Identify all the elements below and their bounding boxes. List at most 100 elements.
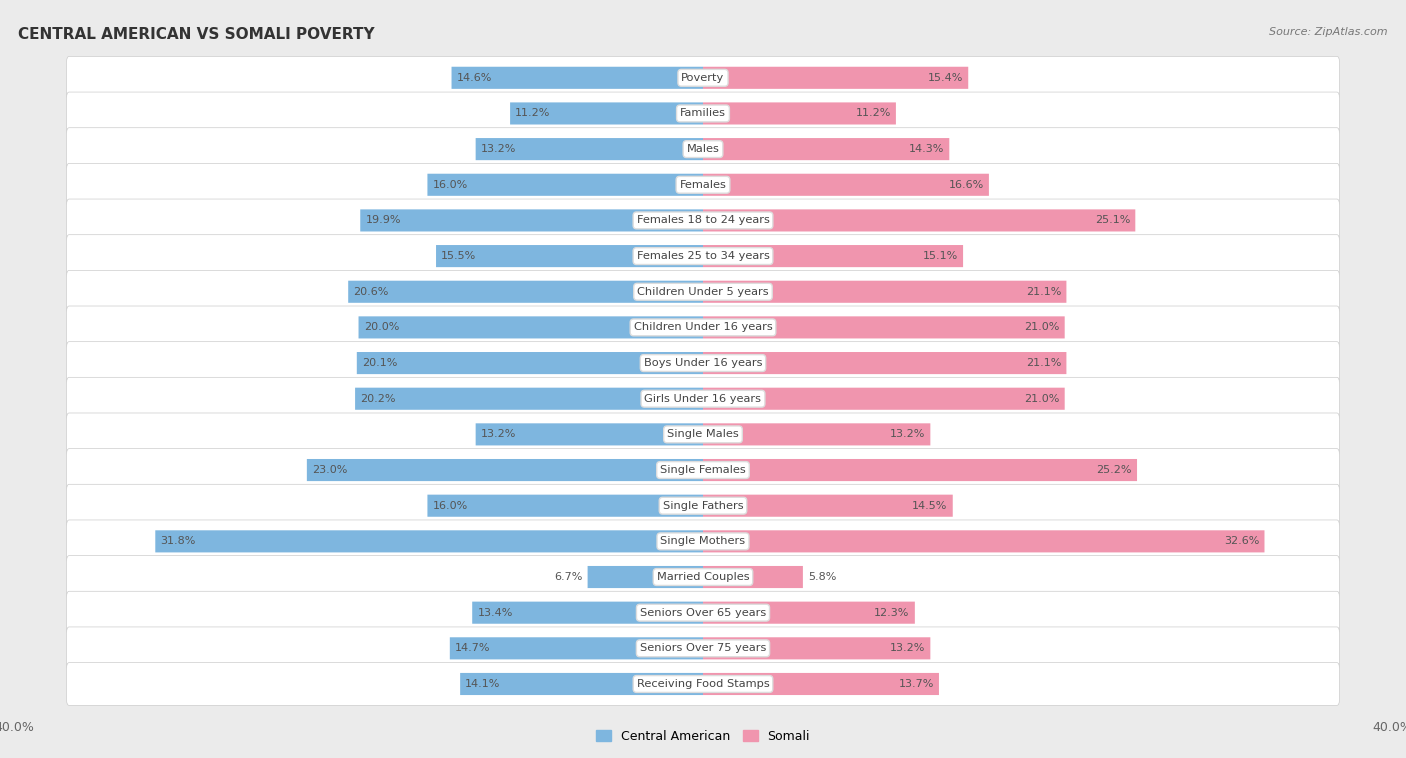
FancyBboxPatch shape: [66, 271, 1340, 313]
Text: 15.1%: 15.1%: [922, 251, 957, 261]
Text: Children Under 16 years: Children Under 16 years: [634, 322, 772, 333]
FancyBboxPatch shape: [703, 566, 803, 588]
FancyBboxPatch shape: [66, 306, 1340, 349]
Text: 25.1%: 25.1%: [1095, 215, 1130, 225]
FancyBboxPatch shape: [66, 627, 1340, 670]
Text: Single Males: Single Males: [666, 429, 740, 440]
FancyBboxPatch shape: [66, 413, 1340, 456]
FancyBboxPatch shape: [451, 67, 703, 89]
FancyBboxPatch shape: [307, 459, 703, 481]
Text: Boys Under 16 years: Boys Under 16 years: [644, 358, 762, 368]
Text: Married Couples: Married Couples: [657, 572, 749, 582]
Text: Children Under 5 years: Children Under 5 years: [637, 287, 769, 296]
Text: 20.6%: 20.6%: [353, 287, 388, 296]
FancyBboxPatch shape: [703, 316, 1064, 339]
FancyBboxPatch shape: [475, 423, 703, 446]
FancyBboxPatch shape: [703, 673, 939, 695]
Text: 11.2%: 11.2%: [855, 108, 891, 118]
FancyBboxPatch shape: [66, 556, 1340, 598]
Text: Poverty: Poverty: [682, 73, 724, 83]
FancyBboxPatch shape: [360, 209, 703, 231]
Text: 5.8%: 5.8%: [808, 572, 837, 582]
FancyBboxPatch shape: [356, 387, 703, 410]
Legend: Central American, Somali: Central American, Somali: [596, 730, 810, 743]
Text: 16.0%: 16.0%: [433, 501, 468, 511]
Text: 19.9%: 19.9%: [366, 215, 401, 225]
FancyBboxPatch shape: [66, 235, 1340, 277]
FancyBboxPatch shape: [475, 138, 703, 160]
FancyBboxPatch shape: [349, 280, 703, 302]
FancyBboxPatch shape: [66, 591, 1340, 634]
FancyBboxPatch shape: [66, 342, 1340, 384]
Text: 31.8%: 31.8%: [160, 537, 195, 547]
Text: Females: Females: [679, 180, 727, 190]
FancyBboxPatch shape: [450, 637, 703, 659]
Text: 11.2%: 11.2%: [515, 108, 551, 118]
Text: 20.1%: 20.1%: [361, 358, 398, 368]
FancyBboxPatch shape: [703, 352, 1066, 374]
Text: 21.1%: 21.1%: [1026, 287, 1062, 296]
FancyBboxPatch shape: [510, 102, 703, 124]
FancyBboxPatch shape: [66, 662, 1340, 706]
Text: Girls Under 16 years: Girls Under 16 years: [644, 393, 762, 404]
Text: 13.2%: 13.2%: [481, 144, 516, 154]
FancyBboxPatch shape: [703, 602, 915, 624]
Text: CENTRAL AMERICAN VS SOMALI POVERTY: CENTRAL AMERICAN VS SOMALI POVERTY: [18, 27, 375, 42]
FancyBboxPatch shape: [427, 174, 703, 196]
FancyBboxPatch shape: [703, 495, 953, 517]
Text: Females 18 to 24 years: Females 18 to 24 years: [637, 215, 769, 225]
Text: 14.1%: 14.1%: [465, 679, 501, 689]
Text: 13.4%: 13.4%: [478, 608, 513, 618]
Text: 15.5%: 15.5%: [441, 251, 477, 261]
FancyBboxPatch shape: [703, 387, 1064, 410]
FancyBboxPatch shape: [66, 199, 1340, 242]
Text: 13.2%: 13.2%: [481, 429, 516, 440]
Text: 13.2%: 13.2%: [890, 644, 925, 653]
Text: Seniors Over 75 years: Seniors Over 75 years: [640, 644, 766, 653]
FancyBboxPatch shape: [66, 484, 1340, 527]
Text: 16.0%: 16.0%: [433, 180, 468, 190]
Text: Single Mothers: Single Mothers: [661, 537, 745, 547]
Text: 21.1%: 21.1%: [1026, 358, 1062, 368]
FancyBboxPatch shape: [427, 495, 703, 517]
FancyBboxPatch shape: [703, 102, 896, 124]
FancyBboxPatch shape: [588, 566, 703, 588]
Text: 6.7%: 6.7%: [554, 572, 582, 582]
FancyBboxPatch shape: [703, 138, 949, 160]
Text: 12.3%: 12.3%: [875, 608, 910, 618]
FancyBboxPatch shape: [703, 637, 931, 659]
FancyBboxPatch shape: [703, 459, 1137, 481]
FancyBboxPatch shape: [703, 531, 1264, 553]
FancyBboxPatch shape: [66, 56, 1340, 99]
FancyBboxPatch shape: [359, 316, 703, 339]
Text: 20.2%: 20.2%: [360, 393, 395, 404]
Text: 32.6%: 32.6%: [1225, 537, 1260, 547]
Text: Single Females: Single Females: [661, 465, 745, 475]
Text: Females 25 to 34 years: Females 25 to 34 years: [637, 251, 769, 261]
Text: Single Fathers: Single Fathers: [662, 501, 744, 511]
FancyBboxPatch shape: [703, 280, 1066, 302]
FancyBboxPatch shape: [703, 174, 988, 196]
Text: 14.6%: 14.6%: [457, 73, 492, 83]
Text: 23.0%: 23.0%: [312, 465, 347, 475]
FancyBboxPatch shape: [703, 423, 931, 446]
FancyBboxPatch shape: [66, 520, 1340, 562]
FancyBboxPatch shape: [66, 127, 1340, 171]
Text: 14.5%: 14.5%: [912, 501, 948, 511]
FancyBboxPatch shape: [66, 377, 1340, 420]
Text: 25.2%: 25.2%: [1097, 465, 1132, 475]
Text: 13.2%: 13.2%: [890, 429, 925, 440]
Text: Seniors Over 65 years: Seniors Over 65 years: [640, 608, 766, 618]
FancyBboxPatch shape: [155, 531, 703, 553]
FancyBboxPatch shape: [66, 449, 1340, 491]
Text: 21.0%: 21.0%: [1024, 322, 1060, 333]
FancyBboxPatch shape: [66, 92, 1340, 135]
Text: 14.7%: 14.7%: [456, 644, 491, 653]
Text: 15.4%: 15.4%: [928, 73, 963, 83]
Text: 16.6%: 16.6%: [949, 180, 984, 190]
Text: Males: Males: [686, 144, 720, 154]
Text: 13.7%: 13.7%: [898, 679, 934, 689]
Text: 20.0%: 20.0%: [364, 322, 399, 333]
FancyBboxPatch shape: [703, 209, 1135, 231]
FancyBboxPatch shape: [460, 673, 703, 695]
